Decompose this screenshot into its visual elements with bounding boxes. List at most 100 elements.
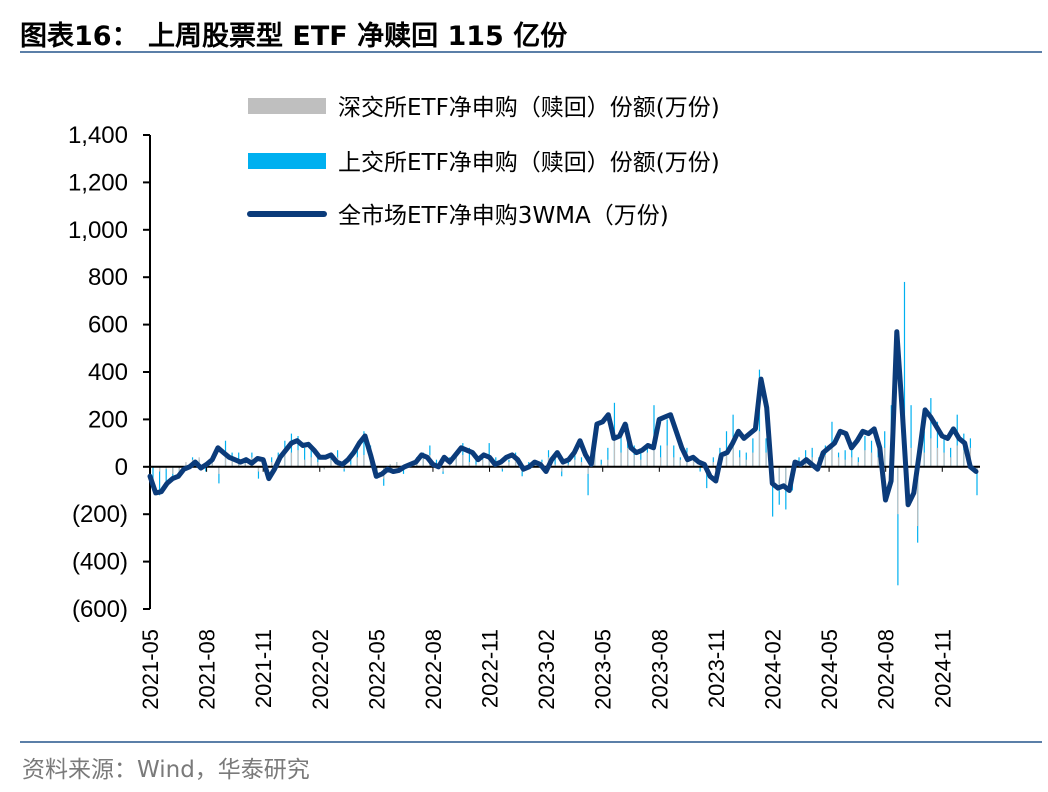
bar-shenzhen	[831, 445, 833, 467]
bar-shanghai	[923, 431, 925, 467]
bar-shenzhen	[389, 464, 391, 467]
bar-shenzhen	[574, 459, 576, 467]
legend-label-shanghai: 上交所ETF净申购（赎回）份额(万份)	[338, 150, 720, 176]
x-axis-ticks: 2021-05 2021-08 2021-11 2022-02 2022-05 2022-…	[138, 466, 955, 710]
bar-shenzhen	[758, 431, 761, 467]
bar-shenzhen	[580, 462, 583, 467]
bar-shenzhen	[257, 466, 260, 472]
bar-shanghai	[666, 419, 668, 467]
bar-shanghai	[956, 414, 958, 467]
bar-shenzhen	[607, 459, 609, 467]
bar-shenzhen	[422, 457, 424, 467]
bar-shenzhen	[837, 457, 840, 467]
bar-shanghai	[673, 445, 675, 467]
bar-shanghai	[706, 466, 708, 489]
bar-shenzhen	[857, 462, 859, 467]
bar-shanghai	[350, 457, 352, 467]
bar-shenzhen	[290, 452, 293, 467]
x-tick-label: 2022-05	[364, 629, 389, 710]
bar-shenzhen	[627, 447, 629, 467]
bar-shenzhen	[218, 466, 220, 474]
bar-shenzhen	[330, 459, 332, 467]
bar-shenzhen	[765, 452, 767, 467]
y-tick-label: 400	[88, 359, 128, 386]
bar-shanghai	[600, 459, 602, 467]
x-tick-label: 2022-11	[478, 629, 503, 708]
bar-shenzhen	[363, 454, 365, 467]
bar-shanghai	[844, 450, 846, 467]
x-tick-label: 2023-11	[704, 629, 729, 708]
bar-shenzhen	[343, 466, 345, 470]
bar-shanghai	[607, 447, 609, 467]
bar-shanghai	[930, 398, 932, 467]
bar-shenzhen	[297, 450, 299, 467]
y-tick-label: 1,200	[68, 169, 128, 196]
bar-shenzhen	[910, 447, 912, 467]
bar-shenzhen	[956, 445, 958, 467]
bar-shenzhen	[482, 459, 484, 467]
bar-shenzhen	[158, 466, 161, 472]
bar-shenzhen	[923, 452, 925, 467]
y-axis-ticks: (600) (400) (200) 0 200 400 600 800 1,000 1,200 1,…	[68, 122, 150, 623]
bar-shenzhen	[778, 466, 780, 491]
chart: (600) (400) (200) 0 200 400 600 800 1,000 1,200 1,…	[68, 95, 980, 710]
bar-shenzhen	[475, 464, 477, 467]
bar-shanghai	[304, 447, 306, 467]
y-tick-label: (600)	[72, 596, 128, 623]
x-tick-label: 2023-05	[591, 629, 616, 710]
x-tick-label: 2024-11	[930, 629, 955, 708]
bar-shenzhen	[659, 457, 662, 467]
bar-shenzhen	[712, 462, 714, 467]
bar-shanghai	[620, 433, 622, 467]
bar-shanghai	[659, 445, 662, 467]
x-tick-label: 2021-05	[138, 629, 163, 710]
bar-shenzhen	[468, 462, 471, 467]
x-tick-label: 2022-08	[421, 629, 446, 710]
bar-shenzhen	[864, 450, 866, 467]
legend-label-3wma: 全市场ETF净申购3WMA（万份)	[338, 203, 669, 229]
bar-shenzhen	[679, 459, 681, 467]
bar-shenzhen	[745, 459, 747, 467]
bar-shenzhen	[304, 459, 306, 467]
bar-shenzhen	[897, 466, 899, 515]
bar-shenzhen	[851, 457, 853, 467]
legend-label-shenzhen: 深交所ETF净申购（赎回）份额(万份)	[338, 95, 720, 121]
title-divider	[20, 51, 1042, 53]
bar-shenzhen	[653, 438, 655, 467]
bar-shenzhen	[172, 466, 174, 474]
bar-shenzhen	[396, 462, 398, 467]
bar-shanghai	[903, 281, 906, 467]
bar-shenzhen	[310, 457, 312, 467]
legend: 深交所ETF净申购（赎回）份额(万份) 上交所ETF净申购（赎回）份额(万份) …	[247, 95, 720, 229]
bar-shenzhen	[673, 457, 675, 467]
bar-shenzhen	[211, 459, 213, 467]
bar-shenzhen	[356, 457, 358, 467]
x-tick-label: 2022-02	[308, 629, 333, 710]
bar-shenzhen	[699, 464, 701, 467]
bar-shenzhen	[561, 466, 563, 472]
bar-shanghai	[165, 466, 167, 482]
y-tick-label: (400)	[72, 549, 128, 576]
bar-shanghai	[257, 466, 260, 479]
bar-shanghai	[475, 457, 477, 467]
bar-shenzhen	[640, 459, 642, 467]
x-tick-label: 2024-08	[874, 629, 899, 710]
bar-shenzhen	[620, 452, 622, 467]
bar-shanghai	[772, 466, 774, 517]
bar-shenzhen	[323, 466, 325, 470]
bar-shenzhen	[501, 466, 503, 470]
bar-shenzhen	[514, 459, 517, 467]
bar-shenzhen	[930, 438, 932, 467]
bar-shenzhen	[594, 452, 596, 467]
bar-shenzhen	[350, 464, 352, 467]
bar-shenzhen	[936, 447, 939, 467]
bar-shanghai	[310, 445, 312, 467]
bar-shenzhen	[732, 443, 734, 467]
x-tick-label: 2024-02	[761, 629, 786, 710]
bar-shanghai	[468, 447, 471, 467]
bar-shenzhen	[534, 464, 536, 467]
source-note: 资料来源：Wind，华泰研究	[22, 757, 310, 783]
y-tick-label: 0	[115, 454, 128, 481]
bar-shenzhen	[844, 459, 846, 467]
bar-shenzhen	[752, 452, 754, 467]
